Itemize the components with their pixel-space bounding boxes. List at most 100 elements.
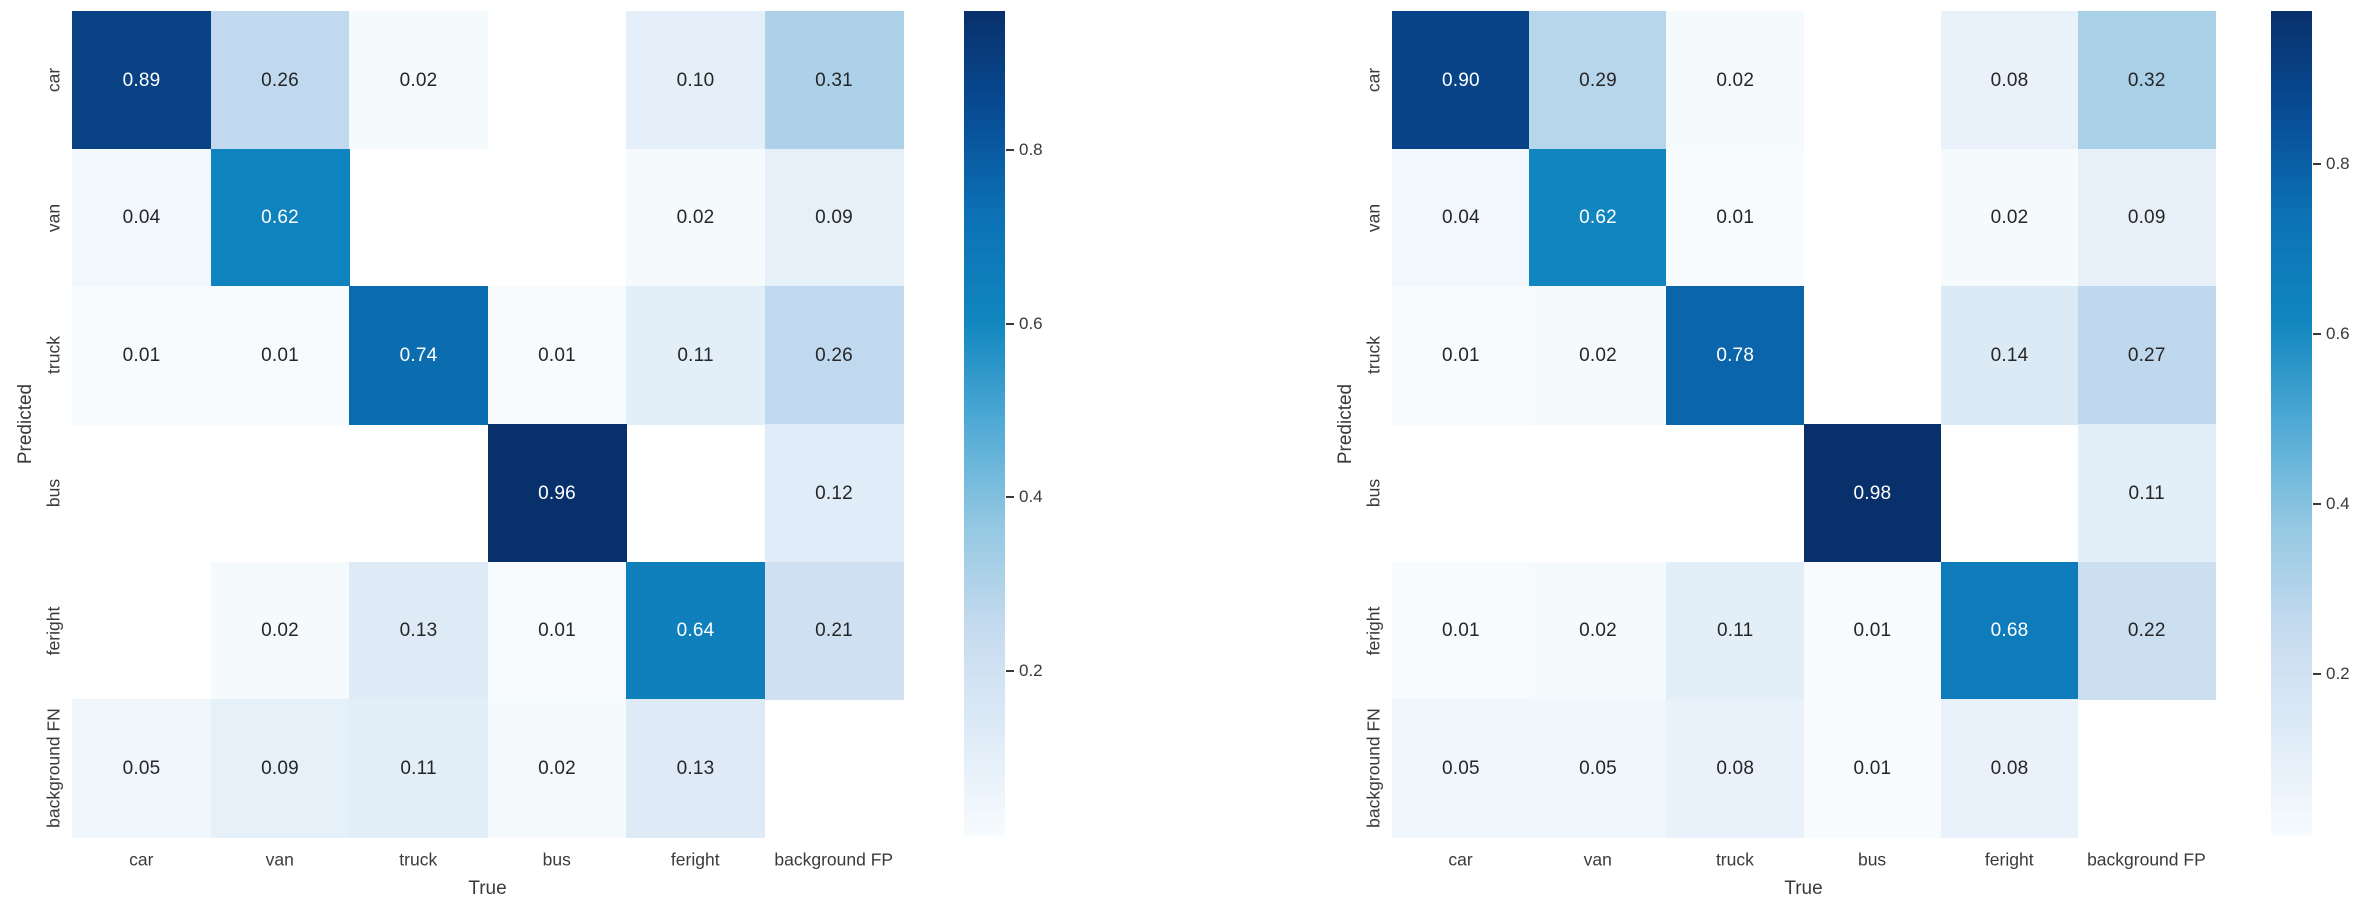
heatmap-cell: 0.13 xyxy=(626,699,766,838)
heatmap-cell: 0.74 xyxy=(349,286,489,425)
heatmap-cell: 0.05 xyxy=(1529,699,1667,838)
heatmap-cell: 0.01 xyxy=(1392,286,1530,425)
colorbar-tick-label: 0.6 xyxy=(1019,313,1043,333)
y-tick-label: truck xyxy=(1363,336,1384,375)
heatmap-cell: 0.09 xyxy=(210,699,350,838)
heatmap-cell: 0.22 xyxy=(2077,561,2216,700)
heatmap-cell: 0.11 xyxy=(349,699,489,838)
heatmap-cell: 0.62 xyxy=(1529,148,1667,287)
heatmap-cell: 0.02 xyxy=(1529,561,1667,700)
heatmap-cell: 0.08 xyxy=(1940,11,2079,150)
heatmap-cell: 0.96 xyxy=(487,424,627,563)
heatmap-cell: 0.64 xyxy=(626,561,766,700)
heatmap-cell: 0.02 xyxy=(1666,11,1805,150)
x-tick-label: truck xyxy=(399,849,438,870)
heatmap-cell: 0.02 xyxy=(1529,286,1667,425)
x-tick-label: bus xyxy=(542,849,571,870)
colorbar-tick-mark xyxy=(1006,496,1014,499)
y-tick-label: feright xyxy=(1363,606,1384,655)
x-axis-title: True xyxy=(1784,878,1823,899)
heatmap-cell: 0.02 xyxy=(626,148,766,287)
colorbar-tick-label: 0.4 xyxy=(1019,487,1043,507)
heatmap-cell: 0.89 xyxy=(72,11,212,150)
x-tick-label: car xyxy=(129,849,154,870)
x-tick-label: van xyxy=(265,849,294,870)
y-tick-label: truck xyxy=(43,336,64,375)
colorbar-tick-mark xyxy=(2313,163,2321,166)
y-tick-label: bus xyxy=(43,478,64,507)
y-tick-label: car xyxy=(43,67,64,92)
colorbar-tick-label: 0.4 xyxy=(2326,494,2350,514)
heatmap-cell: 0.01 xyxy=(487,286,627,425)
heatmap-cell: 0.01 xyxy=(1803,561,1942,700)
colorbar-tick-label: 0.8 xyxy=(2326,154,2350,174)
heatmap-cell: 0.62 xyxy=(210,148,350,287)
colorbar xyxy=(2271,11,2312,836)
colorbar-tick-mark xyxy=(2313,333,2321,336)
heatmap-cell: 0.98 xyxy=(1803,424,1942,563)
x-tick-label: background FP xyxy=(2087,849,2206,870)
colorbar-tick-label: 0.2 xyxy=(1019,661,1043,680)
y-tick-label: background FN xyxy=(1363,708,1384,828)
heatmap-cell: 0.11 xyxy=(2077,424,2216,563)
heatmap-cell: 0.14 xyxy=(1940,286,2079,425)
colorbar-tick-mark xyxy=(2313,503,2321,506)
heatmap-cell: 0.09 xyxy=(2077,148,2216,287)
x-tick-label: van xyxy=(1583,849,1612,870)
heatmap-cell: 0.02 xyxy=(487,699,627,838)
heatmap-cell: 0.09 xyxy=(764,148,904,287)
x-axis-title: True xyxy=(468,878,507,899)
heatmap-cell: 0.11 xyxy=(1666,561,1805,700)
colorbar-tick-mark xyxy=(1006,670,1014,672)
heatmap-cell: 0.21 xyxy=(764,561,904,700)
heatmap-cell: 0.31 xyxy=(764,11,904,150)
heatmap-cell: 0.08 xyxy=(1666,699,1805,838)
heatmap-cell: 0.01 xyxy=(487,561,627,700)
heatmap-cell: 0.29 xyxy=(1529,11,1667,150)
x-tick-label: bus xyxy=(1857,849,1887,870)
heatmap-cell: 0.02 xyxy=(210,561,350,700)
heatmap-cell: 0.10 xyxy=(626,11,766,150)
heatmap-cell: 0.02 xyxy=(349,11,489,150)
heatmap-cell: 0.05 xyxy=(72,699,212,838)
heatmap-cell: 0.08 xyxy=(1940,699,2079,838)
x-tick-label: feright xyxy=(670,849,720,870)
y-axis-title: Predicted xyxy=(1335,383,1356,465)
heatmap-cell: 0.90 xyxy=(1392,11,1530,150)
y-tick-label: van xyxy=(1363,203,1384,232)
heatmap-cell: 0.12 xyxy=(764,424,904,563)
x-tick-label: feright xyxy=(1984,849,2034,870)
heatmap-cell: 0.01 xyxy=(1392,561,1530,700)
heatmap-cell: 0.78 xyxy=(1666,286,1805,425)
colorbar-tick-label: 0.2 xyxy=(2326,664,2350,684)
heatmap-cell: 0.68 xyxy=(1940,561,2079,700)
colorbar-tick-mark xyxy=(1006,148,1014,151)
heatmap-cell: 0.13 xyxy=(349,561,489,700)
y-tick-label: background FN xyxy=(43,708,64,828)
x-tick-label: truck xyxy=(1715,849,1754,870)
heatmap-cell: 0.26 xyxy=(210,11,350,150)
colorbar-tick-label: 0.6 xyxy=(2326,324,2350,344)
heatmap-cell: 0.01 xyxy=(1803,699,1942,838)
heatmap-cell: 0.26 xyxy=(764,286,904,425)
heatmap-cell: 0.27 xyxy=(2077,286,2216,425)
heatmap-cell: 0.04 xyxy=(72,148,212,287)
y-tick-label: van xyxy=(43,203,64,232)
y-tick-label: feright xyxy=(43,606,64,655)
colorbar-tick-mark xyxy=(2313,673,2321,676)
y-axis-title: Predicted xyxy=(15,383,36,465)
colorbar-tick-label: 0.8 xyxy=(1019,139,1043,159)
heatmap-cell: 0.32 xyxy=(2077,11,2216,150)
colorbar xyxy=(964,11,1005,836)
y-tick-label: bus xyxy=(1363,478,1384,507)
heatmap-cell: 0.01 xyxy=(1666,148,1805,287)
x-tick-label: background FP xyxy=(774,849,894,870)
heatmap-cell: 0.01 xyxy=(210,286,350,425)
heatmap-cell: 0.01 xyxy=(72,286,212,425)
y-tick-label: car xyxy=(1363,67,1384,92)
x-tick-label: car xyxy=(1448,849,1473,870)
heatmap-cell: 0.02 xyxy=(1940,148,2079,287)
heatmap-cell: 0.05 xyxy=(1392,699,1530,838)
colorbar-tick-mark xyxy=(1006,322,1014,325)
